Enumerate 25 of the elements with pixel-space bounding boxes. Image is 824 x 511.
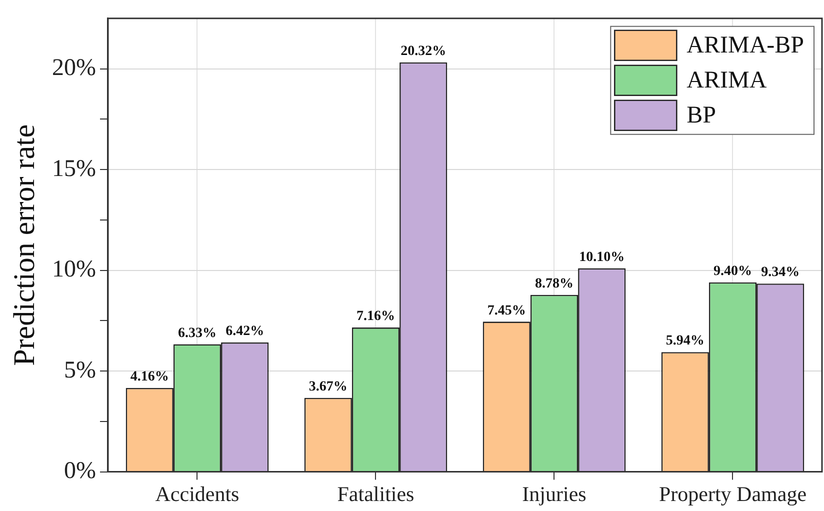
data-label: 10.10% [579,250,625,265]
legend-label: ARIMA [686,68,768,94]
x-tick-label: Fatalities [337,482,414,506]
data-label: 6.42% [226,324,264,340]
y-tick-label: 20% [52,55,96,82]
x-tick-label: Injuries [522,482,586,506]
legend-label: ARIMA-BP [686,32,804,59]
y-tick-label: 15% [52,156,96,182]
y-axis-title: Prediction error rate [8,124,41,366]
data-label: 3.67% [308,379,348,394]
data-label: 8.78% [534,276,574,292]
data-label: 9.40% [714,264,752,279]
data-label: 7.16% [356,309,395,324]
y-tick-label: 10% [52,256,96,283]
y-tick-label: 0% [64,458,96,484]
data-label: 4.16% [130,370,169,385]
data-label: 5.94% [666,334,704,349]
legend-label: BP [686,102,716,129]
data-label: 6.33% [178,326,216,341]
data-label: 7.45% [487,303,526,318]
y-tick-label: 5% [64,357,96,384]
x-tick-label: Accidents [155,482,240,506]
data-label: 20.32% [400,44,446,59]
data-label: 9.34% [761,265,800,280]
x-tick-label: Property Damage [658,482,807,506]
